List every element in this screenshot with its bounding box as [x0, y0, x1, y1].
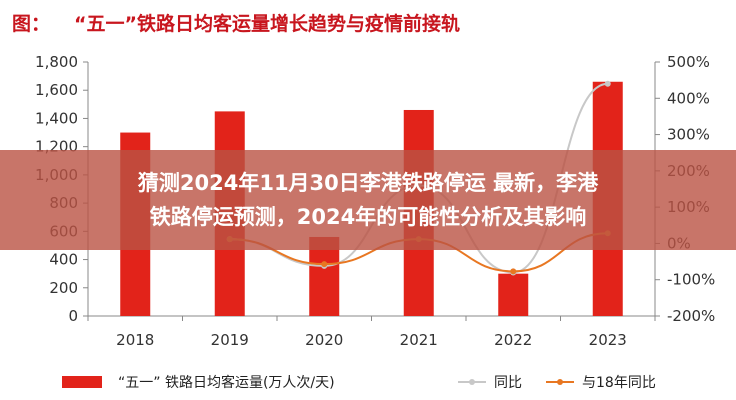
legend-label: 同比: [494, 375, 522, 391]
x-tick-label: 2021: [400, 331, 438, 349]
x-tick-label: 2018: [116, 331, 154, 349]
overlay-line-1: 猜测2024年11月30日李港铁路停运 最新，李港: [137, 171, 599, 195]
y-left-tick-label: 1,600: [35, 81, 78, 99]
legend-label: 与18年同比: [582, 375, 656, 391]
x-tick-label: 2022: [494, 331, 532, 349]
legend-swatch-marker: [469, 379, 475, 385]
y-right-tick-label: -200%: [667, 307, 715, 325]
y-left-tick-label: 1,400: [35, 109, 78, 127]
y-left-tick-label: 0: [68, 307, 78, 325]
chart-title-text: “五一”铁路日均客运量增长趋势与疫情前接轨: [74, 12, 460, 35]
vs-2018-point: [321, 261, 328, 268]
y-left-tick-label: 1,800: [35, 53, 78, 71]
chart-title: 图： “五一”铁路日均客运量增长趋势与疫情前接轨: [0, 0, 736, 44]
bar: [498, 273, 529, 316]
x-tick-label: 2023: [589, 331, 627, 349]
overlay-banner: 猜测2024年11月30日李港铁路停运 最新，李港 铁路停运预测，2024年的可…: [0, 150, 736, 250]
figure-label: 图：: [12, 12, 51, 35]
bar: [309, 236, 340, 316]
y-right-tick-label: 300%: [667, 126, 710, 144]
y-left-tick-label: 200: [49, 279, 78, 297]
y-left-tick-label: 400: [49, 251, 78, 269]
x-tick-label: 2019: [211, 331, 249, 349]
yoy-point: [604, 80, 611, 87]
x-tick-label: 2020: [305, 331, 343, 349]
legend-swatch-marker: [557, 379, 563, 385]
vs-2018-point: [510, 268, 517, 275]
y-right-tick-label: -100%: [667, 271, 715, 289]
overlay-line-2: 铁路停运预测，2024年的可能性分析及其影响: [149, 205, 587, 229]
legend-label: “五一” 铁路日均客运量(万人次/天): [118, 374, 335, 391]
legend-swatch-bar: [62, 376, 102, 388]
y-right-tick-label: 500%: [667, 53, 710, 71]
y-right-tick-label: 400%: [667, 89, 710, 107]
